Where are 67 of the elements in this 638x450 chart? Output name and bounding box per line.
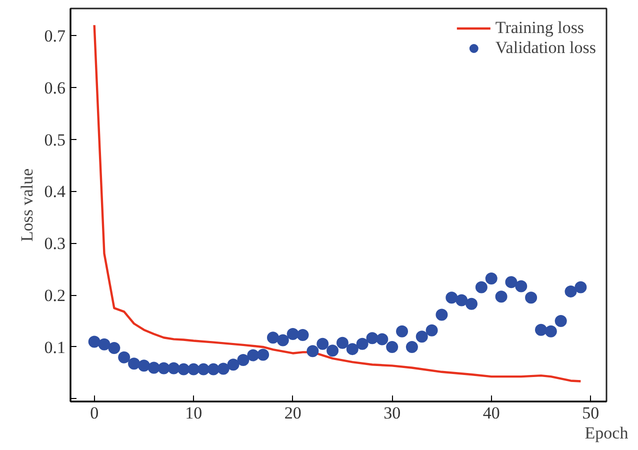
point <box>316 338 329 350</box>
point <box>416 330 428 343</box>
point <box>118 351 130 364</box>
x-tick-label: 40 <box>482 404 500 422</box>
point <box>456 294 468 306</box>
point <box>475 281 488 294</box>
x-tick-label: 20 <box>284 404 302 422</box>
point <box>366 332 378 344</box>
y-tick-label: 0.5 <box>44 130 66 150</box>
point <box>505 276 518 288</box>
y-axis-title: Loss value <box>17 168 36 242</box>
point <box>356 338 368 350</box>
point <box>207 363 220 376</box>
point <box>326 344 339 357</box>
point <box>466 298 478 310</box>
legend-label: Validation loss <box>495 38 596 58</box>
point <box>108 342 120 354</box>
point <box>98 338 110 350</box>
x-tick-label: 0 <box>90 404 99 422</box>
point <box>306 345 319 358</box>
point <box>554 315 567 328</box>
point <box>346 343 358 356</box>
x-tick-label: 50 <box>582 404 600 422</box>
point <box>495 290 508 303</box>
point <box>266 332 279 344</box>
point <box>336 336 348 349</box>
point <box>188 363 200 376</box>
point <box>446 292 458 304</box>
y-tick-label: 0.2 <box>44 286 66 306</box>
point <box>237 354 250 366</box>
point <box>544 325 557 338</box>
y-tick-label: 0.3 <box>44 234 66 254</box>
point <box>485 272 498 284</box>
point <box>515 280 528 292</box>
point <box>436 308 448 321</box>
point <box>296 329 309 342</box>
point <box>257 348 270 361</box>
y-tick-label: 0.1 <box>44 338 66 357</box>
point <box>574 281 587 294</box>
point <box>148 362 160 374</box>
point <box>217 362 230 375</box>
point <box>286 328 299 340</box>
point <box>534 324 547 336</box>
point <box>525 292 538 304</box>
x-tick-label: 30 <box>384 404 401 422</box>
y-tick-label: 0.7 <box>44 26 66 46</box>
point <box>198 363 210 376</box>
point <box>178 363 190 376</box>
point <box>406 341 418 353</box>
y-tick-label: 0.6 <box>44 78 66 98</box>
point <box>168 362 180 374</box>
point <box>227 358 240 371</box>
point <box>426 324 438 336</box>
point <box>276 334 289 346</box>
point <box>396 325 408 338</box>
point <box>564 285 577 298</box>
x-axis-title: Epoch <box>584 424 629 442</box>
point <box>386 341 398 353</box>
point <box>88 336 100 348</box>
y-tick-label: 0.4 <box>44 182 66 202</box>
legend-label: Training loss <box>495 18 584 38</box>
point <box>138 360 150 372</box>
point <box>376 333 388 346</box>
point <box>158 362 170 374</box>
x-tick-label: 10 <box>185 404 202 422</box>
point <box>128 358 140 370</box>
point <box>247 349 260 362</box>
